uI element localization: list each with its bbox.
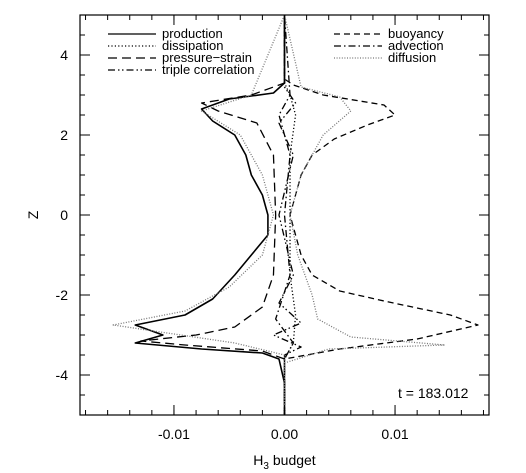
y-axis-title: Z xyxy=(25,210,41,219)
legend-label-left-1: dissipation xyxy=(162,38,223,53)
legend-label-right-2: diffusion xyxy=(388,50,436,65)
series-diffusion xyxy=(283,14,446,415)
time-annotation: t = 183.012 xyxy=(398,385,469,401)
y-tick-label: -2 xyxy=(56,287,69,303)
x-axis-title-main: H xyxy=(253,452,263,468)
series-advection xyxy=(275,14,294,415)
legend: productiondissipationpressure−straintrip… xyxy=(108,26,444,77)
x-tick-label: 0.01 xyxy=(381,426,408,442)
x-tick-label: 0.00 xyxy=(271,426,298,442)
legend-label-left-3: triple correlation xyxy=(162,62,255,77)
legend-label-left-0: production xyxy=(162,26,223,41)
series-buoyancy xyxy=(283,15,479,415)
y-tick-label: 2 xyxy=(60,127,68,143)
series-diffusion-gray-left xyxy=(112,14,286,415)
axis-ticks: -0.01 0.00 0.01 -4 -2 0 2 4 xyxy=(56,14,489,442)
x-axis-title-suffix: budget xyxy=(269,452,316,468)
legend-label-right-1: advection xyxy=(388,38,444,53)
chart-curves xyxy=(112,14,479,415)
series-pressure-strain xyxy=(140,15,286,415)
x-tick-label: -0.01 xyxy=(158,426,190,442)
y-tick-label: 4 xyxy=(60,47,68,63)
series-production xyxy=(134,15,286,415)
y-tick-label: 0 xyxy=(60,207,68,223)
legend-label-right-0: buoyancy xyxy=(388,26,444,41)
legend-label-left-2: pressure−strain xyxy=(162,50,252,65)
x-axis-title: H3 budget xyxy=(253,452,316,472)
x-axis-title-subscript: 3 xyxy=(263,461,269,472)
series-triple-correlation xyxy=(272,15,302,415)
y-tick-label: -4 xyxy=(56,367,69,383)
